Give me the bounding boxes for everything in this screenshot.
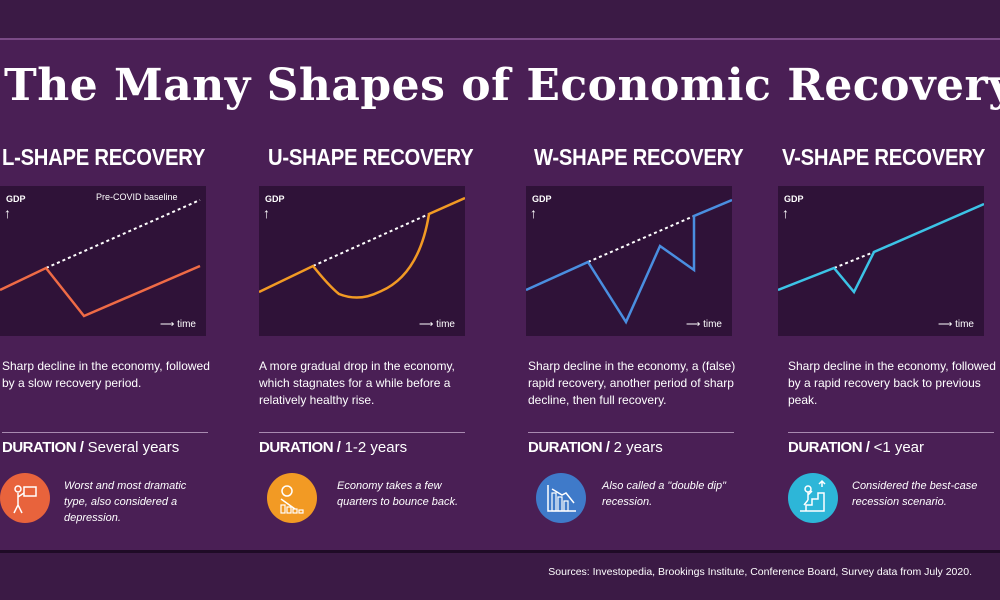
gdp-axis-label: GDP: [265, 194, 285, 204]
right-arrow-icon: ⟶: [937, 319, 953, 330]
time-axis-label: time: [177, 319, 196, 330]
v-shape-note: Considered the best-case recession scena…: [852, 480, 978, 508]
duration-value: <1 year: [873, 439, 925, 456]
baseline-label: Pre-COVID baseline: [96, 192, 178, 202]
v-shape-duration: DURATION / <1 year: [788, 432, 994, 456]
l-shape-heading: L-SHAPE RECOVERY: [2, 144, 206, 170]
l-shape-duration: DURATION / Several years: [2, 432, 208, 456]
u-shape-line: [259, 196, 465, 299]
footer-divider: [0, 550, 1000, 553]
duration-label: DURATION /: [528, 439, 610, 456]
v-shape-plot: GDP ↑ ⟶ time: [778, 186, 984, 336]
w-shape-curve-svg: [526, 198, 732, 325]
v-shape-heading: V-SHAPE RECOVERY: [782, 144, 986, 170]
person-at-desk-icon: [0, 473, 50, 523]
falling-bars-icon: [267, 473, 317, 523]
baseline-line: [45, 199, 201, 269]
up-arrow-icon: ↑: [530, 205, 537, 221]
v-shape-line: [778, 202, 984, 295]
baseline-line: [587, 215, 695, 263]
u-shape-plot: GDP ↑ ⟶ time: [259, 186, 465, 336]
bar-chart-down-icon: [536, 473, 586, 523]
right-arrow-icon: ⟶: [685, 319, 701, 330]
v-shape-column: V-SHAPE RECOVERY GDP ↑ ⟶ time Sharp decl…: [778, 140, 1000, 523]
time-axis-label: time: [436, 319, 455, 330]
w-shape-description: Sharp decline in the economy, a (false) …: [528, 359, 736, 407]
u-shape-curve-svg: [259, 196, 465, 299]
l-shape-note: Worst and most dramatic type, also consi…: [64, 480, 187, 524]
right-arrow-icon: ⟶: [418, 319, 434, 330]
w-shape-plot: GDP ↑ ⟶ time: [526, 186, 732, 336]
duration-label: DURATION /: [788, 439, 870, 456]
up-arrow-icon: ↑: [4, 205, 11, 221]
gdp-axis-label: GDP: [784, 194, 804, 204]
v-shape-description: Sharp decline in the economy, followed b…: [788, 359, 996, 407]
gdp-axis-label: GDP: [532, 194, 552, 204]
page-title: The Many Shapes of Economic Recovery: [4, 60, 1000, 111]
top-bar: [0, 0, 1000, 40]
up-arrow-icon: ↑: [263, 205, 270, 221]
u-shape-duration: DURATION / 1-2 years: [259, 432, 465, 456]
w-shape-duration: DURATION / 2 years: [528, 432, 734, 456]
source-note: Sources: Investopedia, Brookings Institu…: [548, 566, 972, 578]
time-axis: ⟶ time: [160, 319, 196, 330]
l-shape-curve-svg: [0, 199, 201, 318]
duration-value: Several years: [87, 439, 180, 456]
l-shape-description: Sharp decline in the economy, followed b…: [2, 359, 210, 390]
l-shape-plot: GDP ↑ Pre-COVID baseline ⟶ time: [0, 186, 206, 336]
duration-label: DURATION /: [2, 439, 84, 456]
duration-value: 1-2 years: [344, 439, 408, 456]
up-arrow-icon: ↑: [782, 205, 789, 221]
gdp-axis-label: GDP: [6, 194, 26, 204]
v-shape-curve-svg: [778, 202, 984, 295]
time-axis: ⟶ time: [686, 319, 722, 330]
right-arrow-icon: ⟶: [159, 319, 175, 330]
time-axis: ⟶ time: [938, 319, 974, 330]
u-shape-note: Economy takes a few quarters to bounce b…: [337, 480, 459, 508]
l-shape-column: L-SHAPE RECOVERY GDP ↑ Pre-COVID baselin…: [0, 140, 222, 524]
baseline-line: [833, 251, 875, 269]
person-climbing-stairs-icon: [788, 473, 838, 523]
time-axis-label: time: [703, 319, 722, 330]
w-shape-line: [526, 198, 732, 325]
w-shape-column: W-SHAPE RECOVERY GDP ↑ ⟶ time Sharp decl…: [526, 140, 748, 523]
w-shape-heading: W-SHAPE RECOVERY: [534, 144, 744, 170]
baseline-line: [312, 213, 430, 267]
w-shape-note: Also called a "double dip" recession.: [602, 480, 727, 508]
duration-label: DURATION /: [259, 439, 341, 456]
u-shape-column: U-SHAPE RECOVERY GDP ↑ ⟶ time A more gra…: [259, 140, 482, 523]
time-axis-label: time: [955, 319, 974, 330]
l-shape-line: [0, 264, 201, 318]
duration-value: 2 years: [613, 439, 663, 456]
u-shape-heading: U-SHAPE RECOVERY: [268, 144, 474, 170]
time-axis: ⟶ time: [419, 319, 455, 330]
u-shape-description: A more gradual drop in the economy, whic…: [259, 359, 455, 407]
